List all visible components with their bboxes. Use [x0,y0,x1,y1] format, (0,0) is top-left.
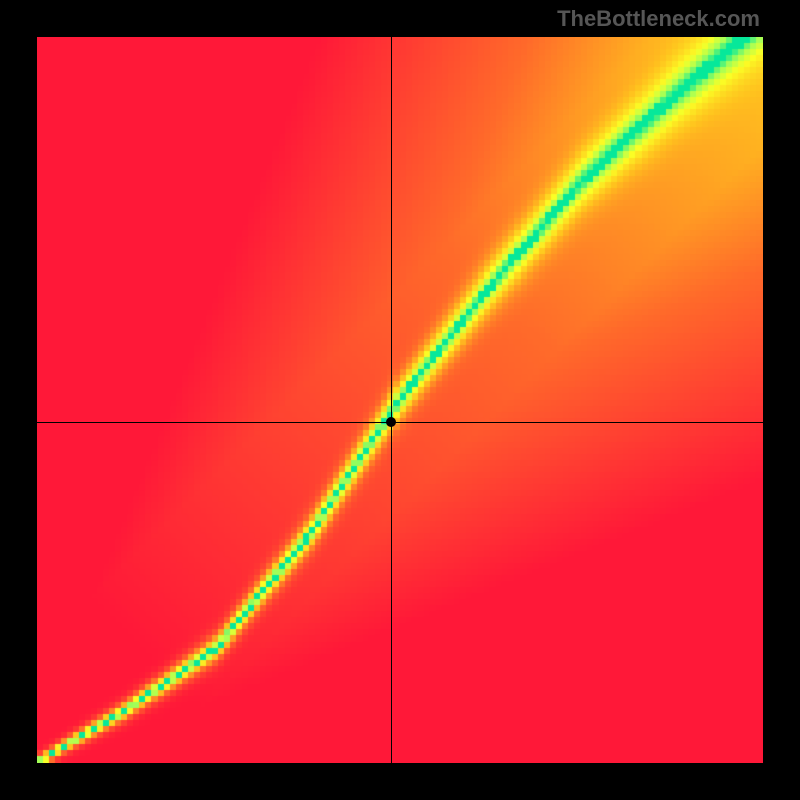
plot-area [37,37,763,763]
crosshair-horizontal [37,422,763,423]
crosshair-vertical [391,37,392,763]
watermark-text: TheBottleneck.com [557,6,760,32]
heatmap-canvas [37,37,763,763]
crosshair-marker [386,417,396,427]
